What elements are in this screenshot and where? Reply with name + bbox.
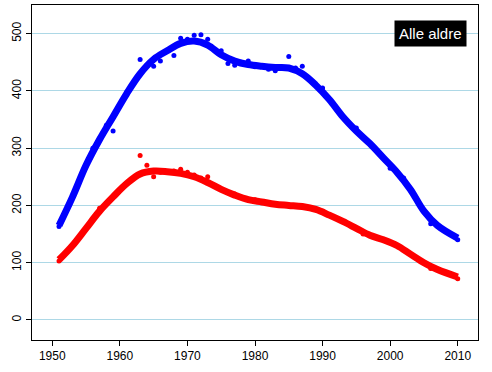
svg-text:1970: 1970 [174, 349, 201, 363]
svg-text:500: 500 [10, 21, 24, 41]
svg-text:Alle aldre: Alle aldre [399, 25, 462, 42]
svg-text:2000: 2000 [377, 349, 404, 363]
svg-text:2010: 2010 [444, 349, 471, 363]
svg-text:300: 300 [10, 136, 24, 156]
svg-text:100: 100 [10, 251, 24, 271]
svg-text:1950: 1950 [39, 349, 66, 363]
svg-text:1980: 1980 [242, 349, 269, 363]
svg-text:200: 200 [10, 193, 24, 213]
svg-text:0: 0 [10, 315, 24, 322]
svg-text:1960: 1960 [106, 349, 133, 363]
svg-text:1990: 1990 [309, 349, 336, 363]
svg-text:400: 400 [10, 79, 24, 99]
